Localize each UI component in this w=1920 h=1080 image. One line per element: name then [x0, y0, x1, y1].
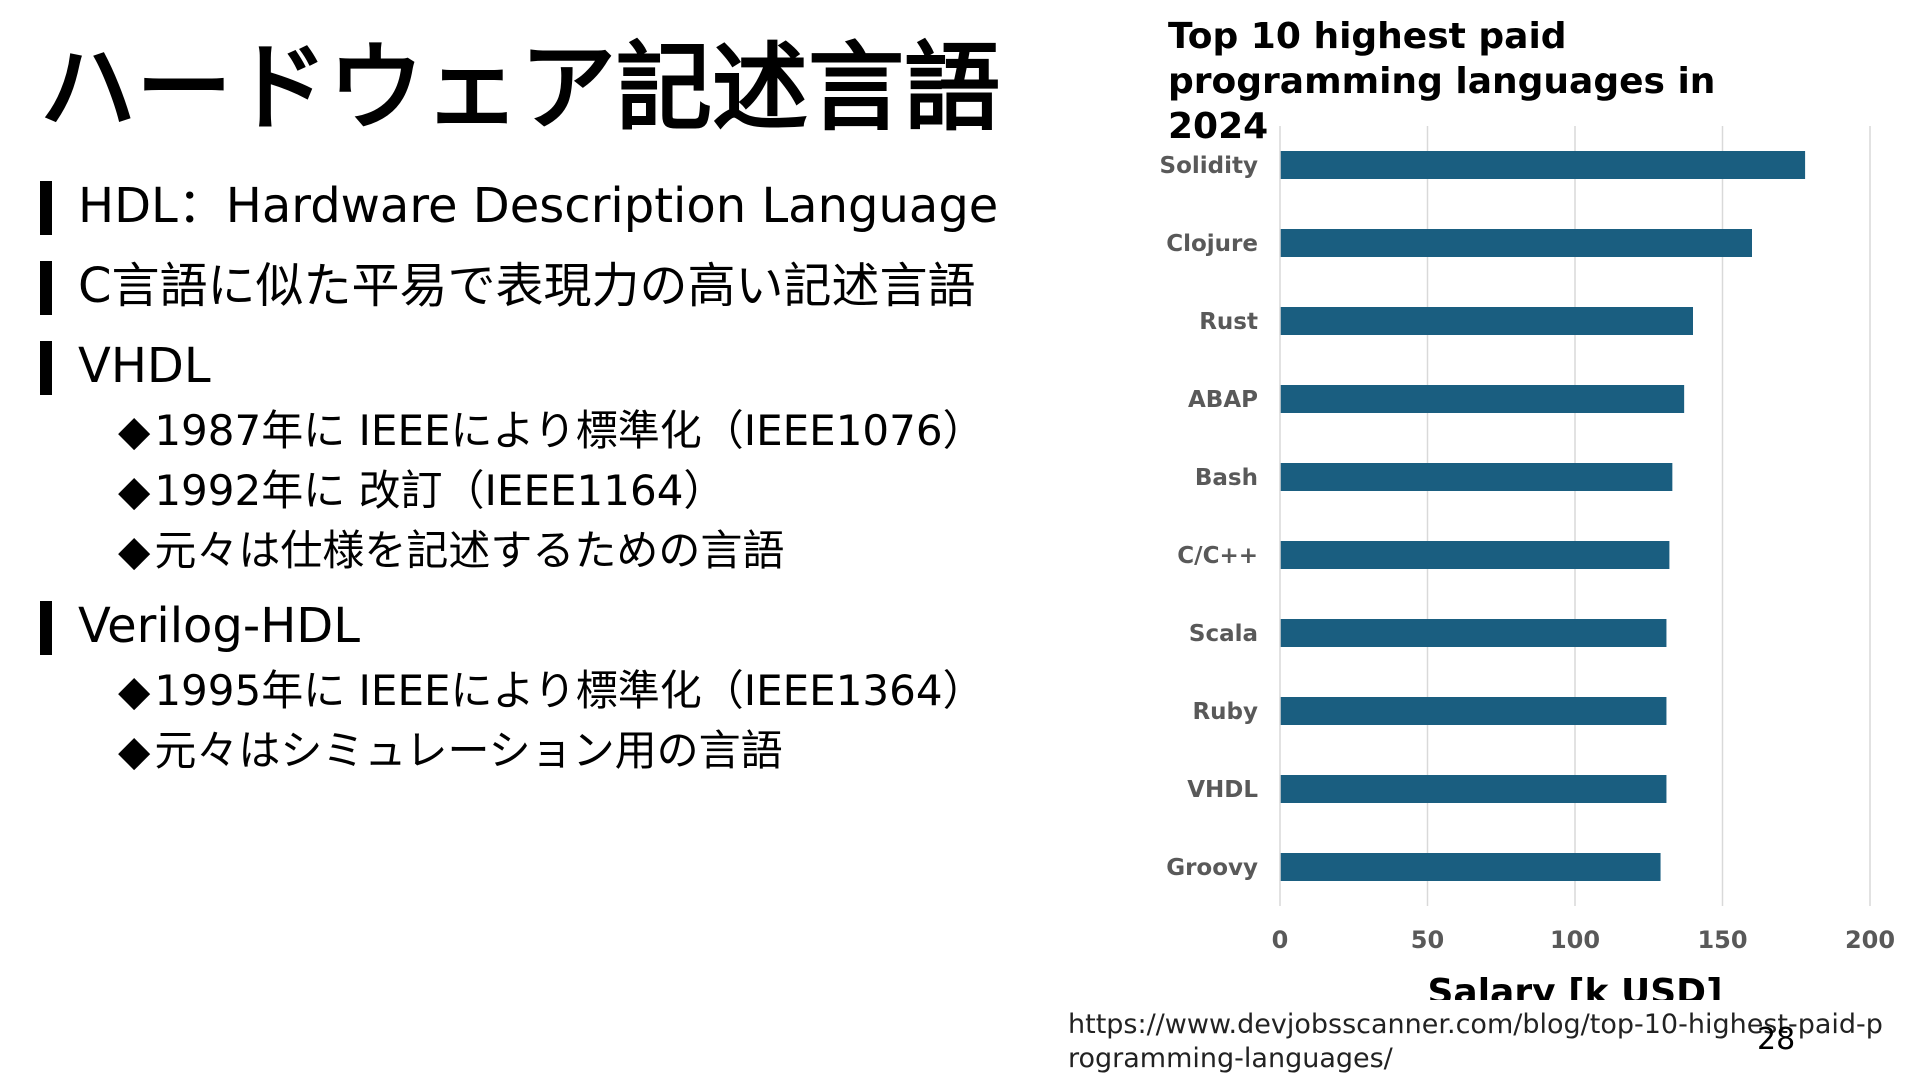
- category-label: Rust: [1199, 309, 1258, 335]
- category-label: Solidity: [1160, 153, 1258, 179]
- bullet-item: VHDL: [40, 335, 1120, 397]
- chart-title: Top 10 highest paid programming language…: [1168, 16, 1716, 147]
- sub-bullet-text: 1992年に 改訂（IEEE1164）: [154, 466, 726, 515]
- category-label: Clojure: [1166, 231, 1258, 257]
- diamond-icon: ◆: [118, 406, 151, 455]
- bullet-marker: [40, 181, 52, 235]
- bullet-marker: [40, 601, 52, 655]
- bar-vhdl: [1280, 775, 1667, 803]
- sub-bullet-item: ◆元々はシミュレーション用の言語: [40, 721, 1120, 781]
- sub-bullet-item: ◆元々は仕様を記述するための言語: [40, 521, 1120, 581]
- x-tick-label: 150: [1697, 926, 1747, 954]
- x-tick-label: 100: [1550, 926, 1600, 954]
- category-label: Bash: [1195, 465, 1258, 491]
- bar-rust: [1280, 307, 1693, 335]
- category-label: C/C++: [1177, 543, 1258, 569]
- bar-solidity: [1280, 151, 1806, 179]
- x-tick-label: 200: [1845, 926, 1895, 954]
- category-label: ABAP: [1188, 387, 1258, 413]
- bar-scala: [1280, 619, 1667, 647]
- sub-bullet-text: 1995年に IEEEにより標準化（IEEE1364）: [154, 666, 985, 715]
- category-label: Groovy: [1166, 855, 1258, 881]
- bullet-marker: [40, 341, 52, 395]
- bullet-item: C言語に似た平易で表現力の高い記述言語: [40, 255, 1120, 317]
- bullet-text: C言語に似た平易で表現力の高い記述言語: [78, 258, 976, 314]
- diamond-icon: ◆: [118, 726, 151, 775]
- bar-c-c-: [1280, 541, 1670, 569]
- x-axis-label: Salary [k USD]: [1427, 972, 1722, 1000]
- diamond-icon: ◆: [118, 466, 151, 515]
- category-label: Scala: [1189, 621, 1258, 647]
- bar-groovy: [1280, 853, 1661, 881]
- bar-clojure: [1280, 229, 1752, 257]
- bullet-item: Verilog-HDL: [40, 595, 1120, 657]
- x-tick-label: 0: [1272, 926, 1289, 954]
- sub-bullet-item: ◆1992年に 改訂（IEEE1164）: [40, 461, 1120, 521]
- sub-bullet-text: 1987年に IEEEにより標準化（IEEE1076）: [154, 406, 985, 455]
- sub-bullet-item: ◆1987年に IEEEにより標準化（IEEE1076）: [40, 401, 1120, 461]
- salary-bar-chart: 0 50 100 150 200 Solidity Clojure Rust ABAP Bash C…: [1160, 126, 1895, 1000]
- bullet-text: Verilog-HDL: [78, 598, 360, 654]
- bar-abap: [1280, 385, 1685, 413]
- sub-bullet-text: 元々はシミュレーション用の言語: [154, 726, 783, 775]
- bar-bash: [1280, 463, 1673, 491]
- bullet-text: HDL：Hardware Description Language: [78, 178, 999, 234]
- bullet-item: HDL：Hardware Description Language: [40, 175, 1120, 237]
- bar-ruby: [1280, 697, 1667, 725]
- diamond-icon: ◆: [118, 526, 151, 575]
- category-label: Ruby: [1192, 699, 1258, 725]
- page-number: 28: [1757, 1022, 1796, 1057]
- x-tick-label: 50: [1411, 926, 1444, 954]
- source-url[interactable]: https://www.devjobsscanner.com/blog/top-…: [1068, 1009, 1883, 1074]
- sub-bullet-item: ◆1995年に IEEEにより標準化（IEEE1364）: [40, 661, 1120, 721]
- bullet-marker: [40, 261, 52, 315]
- diamond-icon: ◆: [118, 666, 151, 715]
- category-label: VHDL: [1187, 777, 1258, 803]
- slide-title: ハードウェア記述言語: [40, 32, 1000, 144]
- bullet-list: HDL：Hardware Description Language C言語に似た平…: [40, 175, 1120, 795]
- bullet-text: VHDL: [78, 338, 211, 394]
- sub-bullet-text: 元々は仕様を記述するための言語: [154, 526, 785, 575]
